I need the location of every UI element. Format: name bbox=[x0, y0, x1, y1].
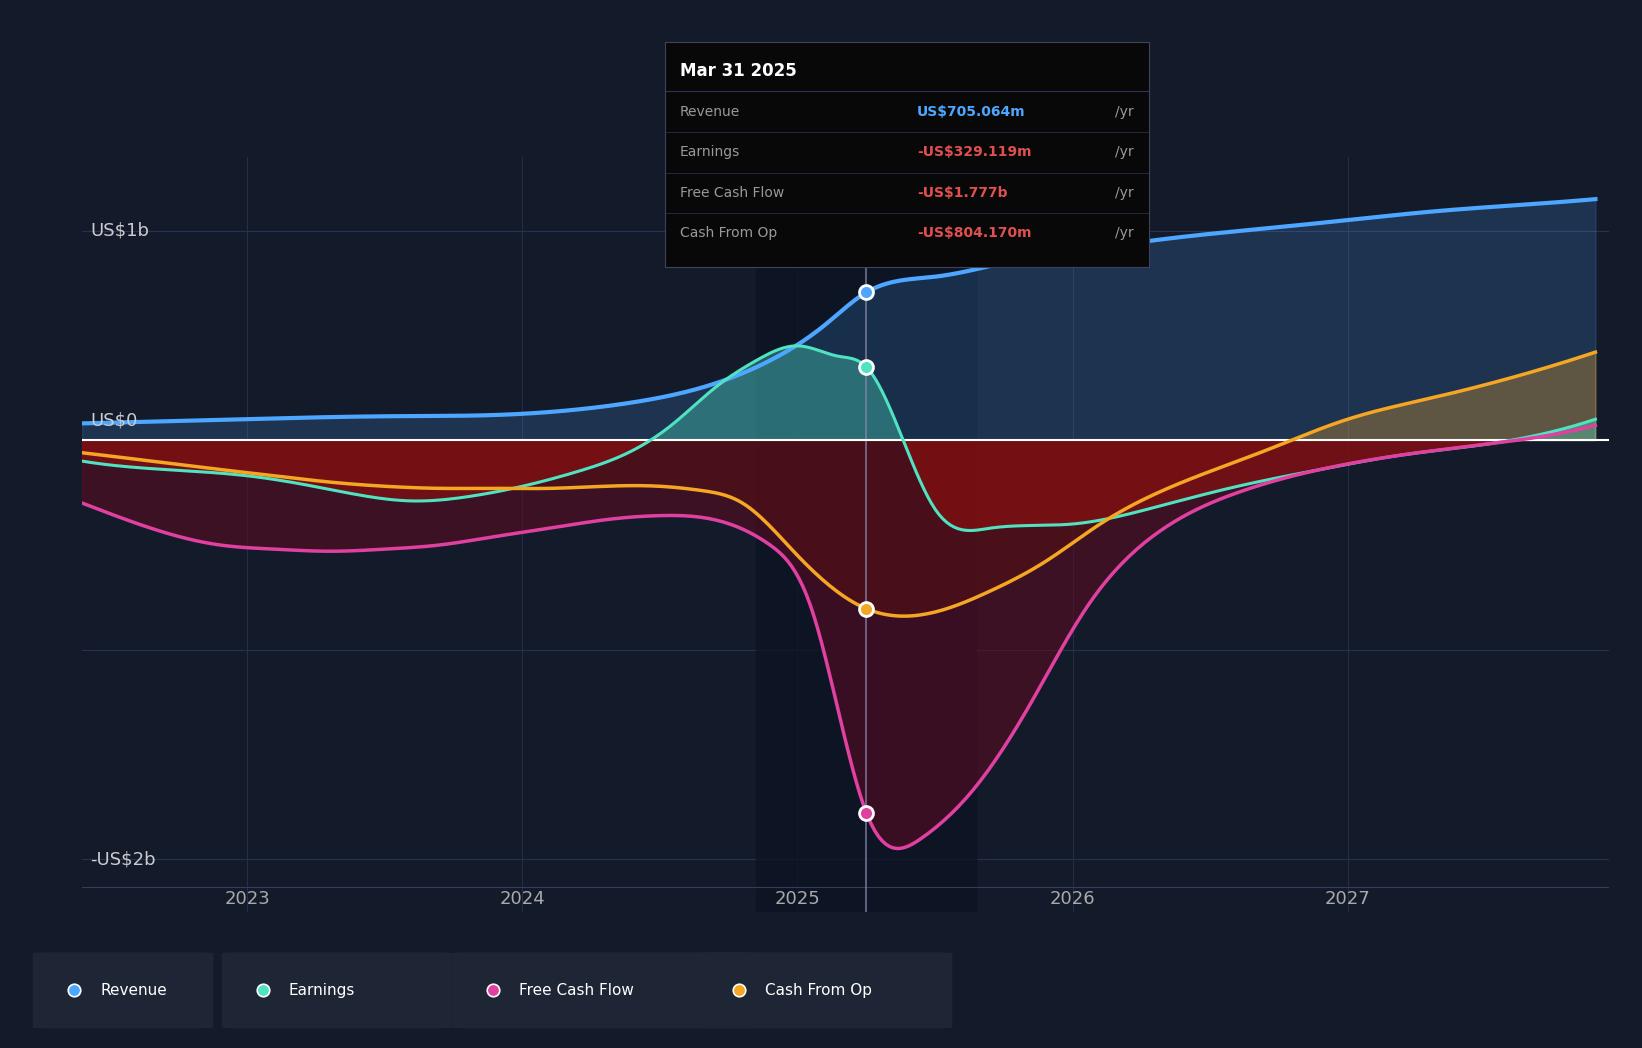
Text: -US$329.119m: -US$329.119m bbox=[916, 146, 1031, 159]
FancyBboxPatch shape bbox=[698, 953, 952, 1028]
Text: /yr: /yr bbox=[1115, 105, 1135, 118]
Text: 2027: 2027 bbox=[1325, 890, 1371, 908]
Text: Free Cash Flow: Free Cash Flow bbox=[519, 983, 634, 998]
Text: Cash From Op: Cash From Op bbox=[765, 983, 872, 998]
Text: 2023: 2023 bbox=[225, 890, 269, 908]
Text: -US$804.170m: -US$804.170m bbox=[916, 226, 1031, 240]
FancyBboxPatch shape bbox=[452, 953, 755, 1028]
Text: Revenue: Revenue bbox=[100, 983, 167, 998]
Text: 2025: 2025 bbox=[775, 890, 821, 908]
Text: 2026: 2026 bbox=[1049, 890, 1095, 908]
Text: Earnings: Earnings bbox=[680, 146, 741, 159]
Text: 2024: 2024 bbox=[499, 890, 545, 908]
FancyBboxPatch shape bbox=[33, 953, 213, 1028]
Text: Earnings: Earnings bbox=[289, 983, 355, 998]
Text: /yr: /yr bbox=[1115, 146, 1135, 159]
Text: Analysts Forecasts: Analysts Forecasts bbox=[877, 183, 1044, 202]
Text: /yr: /yr bbox=[1115, 226, 1135, 240]
Text: Free Cash Flow: Free Cash Flow bbox=[680, 185, 783, 200]
Text: US$1b: US$1b bbox=[90, 221, 149, 240]
Text: Mar 31 2025: Mar 31 2025 bbox=[680, 62, 796, 81]
Text: US$0: US$0 bbox=[90, 412, 138, 430]
Text: /yr: /yr bbox=[1115, 185, 1135, 200]
FancyBboxPatch shape bbox=[222, 953, 452, 1028]
Bar bbox=[757, 157, 977, 912]
Text: -US$2b: -US$2b bbox=[90, 850, 156, 869]
Text: Revenue: Revenue bbox=[680, 105, 741, 118]
Text: Cash From Op: Cash From Op bbox=[680, 226, 777, 240]
Text: -US$1.777b: -US$1.777b bbox=[916, 185, 1008, 200]
Text: Past: Past bbox=[811, 183, 855, 202]
Text: US$705.064m: US$705.064m bbox=[916, 105, 1026, 118]
